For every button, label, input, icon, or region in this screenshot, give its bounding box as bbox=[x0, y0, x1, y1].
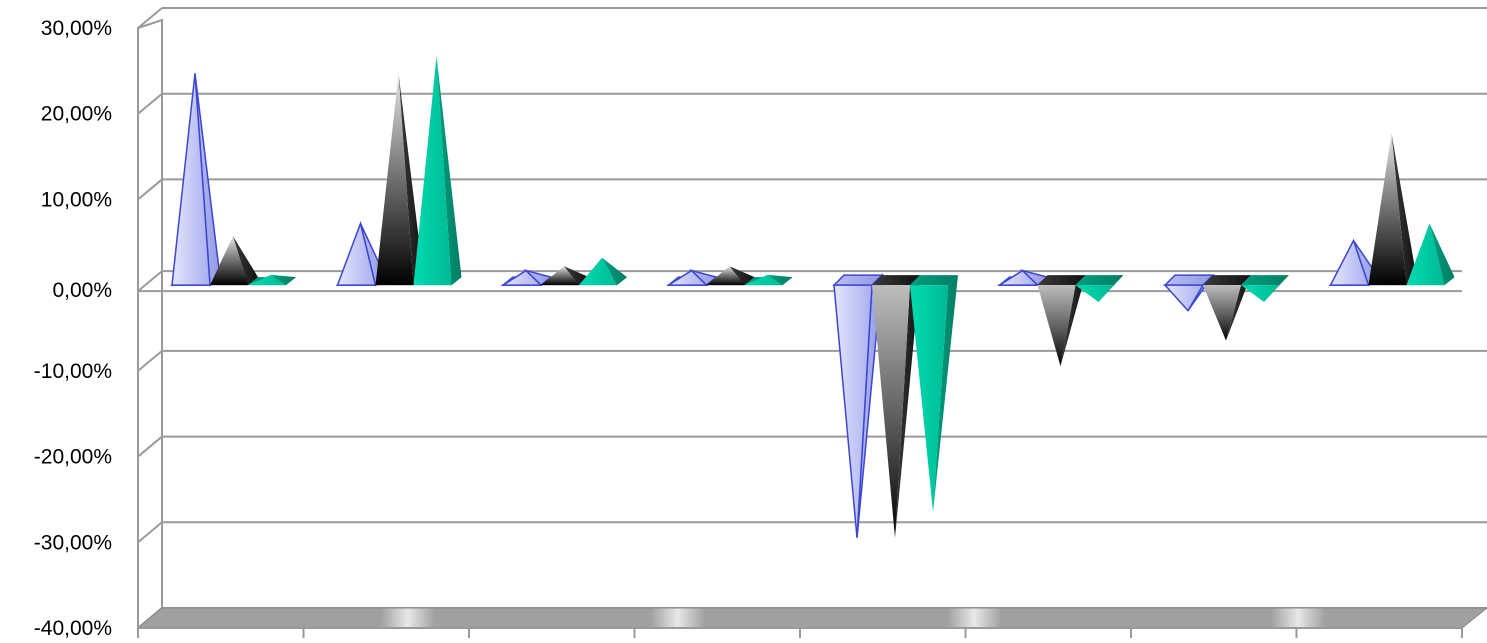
pyramid-s2-c5 bbox=[1075, 275, 1124, 302]
floor-slab bbox=[136, 607, 1487, 629]
pyramid-front bbox=[210, 236, 248, 286]
pyramid-s2-c3 bbox=[744, 274, 793, 286]
pyramid-cap bbox=[1241, 275, 1289, 286]
pyramid-front bbox=[910, 285, 948, 512]
labels-layer: 30,00% 20,00% 10,00% -10,00% -20,00% -30,00% -… bbox=[34, 17, 112, 640]
pyramid-front bbox=[579, 257, 617, 286]
pyramid-s0-c6 bbox=[1163, 274, 1215, 312]
pyramid-s0-c4 bbox=[832, 273, 884, 538]
pyramid-front bbox=[744, 274, 783, 286]
pyramid-front bbox=[1368, 133, 1407, 286]
pyramid-cap bbox=[1075, 275, 1124, 286]
pyramid-front bbox=[336, 220, 377, 286]
pyramid-side bbox=[271, 274, 296, 286]
pyramid-side bbox=[602, 257, 627, 286]
pyramid-s1-c3 bbox=[706, 266, 755, 286]
pyramid-s1-c7 bbox=[1368, 133, 1417, 286]
pyramid-front bbox=[375, 73, 414, 286]
pyramid-s1-c2 bbox=[541, 266, 589, 286]
pyramid-side bbox=[1098, 275, 1124, 302]
pyramid-s0-c0 bbox=[169, 73, 223, 287]
pyramid-front bbox=[872, 285, 910, 538]
pyramid-s1-c4 bbox=[872, 275, 920, 538]
pyramid-front bbox=[1329, 238, 1370, 286]
gridline-depth bbox=[137, 92, 163, 115]
pyramid-front bbox=[833, 284, 873, 538]
y-tick-label: -30,00% bbox=[34, 531, 112, 554]
gridline-depth bbox=[137, 435, 163, 458]
pyramid-front bbox=[541, 266, 579, 286]
pyramid-front bbox=[996, 269, 1040, 286]
pyramid-side bbox=[398, 73, 424, 286]
pyramid-s2-c0 bbox=[248, 274, 296, 286]
pyramid-front bbox=[1163, 284, 1205, 312]
grid-layer bbox=[137, 7, 1487, 631]
pyramid-side bbox=[1226, 275, 1251, 341]
pyramid-side bbox=[1264, 275, 1289, 302]
pyramid-s1-c0 bbox=[210, 236, 258, 286]
pyramid-side bbox=[233, 236, 258, 286]
pyramid-front bbox=[1037, 285, 1076, 367]
gridline-depth bbox=[137, 7, 163, 29]
pyramid-front bbox=[413, 56, 452, 286]
pyramid-front bbox=[171, 73, 211, 286]
pyramid-s2-c4 bbox=[910, 275, 958, 512]
y-tick-label: -20,00% bbox=[34, 446, 112, 469]
pyramid-cap bbox=[910, 275, 958, 286]
pyramid-side bbox=[1429, 223, 1455, 286]
pyramid-cap bbox=[1203, 275, 1251, 286]
pyramid-front bbox=[1075, 285, 1114, 302]
pyramid-front bbox=[248, 274, 286, 286]
pyramid-side bbox=[1391, 133, 1417, 286]
pyramid-s2-c1 bbox=[413, 56, 462, 286]
pyramid-front bbox=[500, 269, 543, 286]
pyramid-cap bbox=[872, 275, 920, 286]
floor-layer bbox=[136, 607, 1487, 638]
gridline-depth bbox=[137, 178, 163, 201]
pyramid-s2-c7 bbox=[1406, 223, 1455, 286]
pyramid-s2-c2 bbox=[579, 257, 627, 286]
pyramid-side bbox=[564, 266, 589, 286]
pyramid-side bbox=[895, 275, 920, 538]
gridline-depth bbox=[137, 521, 163, 544]
pyramid-front bbox=[1241, 285, 1279, 302]
pyramid-side bbox=[767, 274, 793, 286]
y-tick-label: 20,00% bbox=[41, 103, 112, 126]
y-tick-label: 10,00% bbox=[41, 188, 112, 211]
y-tick-label: -10,00% bbox=[34, 360, 112, 383]
bars-layer bbox=[169, 56, 1455, 538]
pyramid-side bbox=[1060, 275, 1086, 367]
pyramid-s2-c6 bbox=[1241, 275, 1289, 302]
y-tick-label: 30,00% bbox=[41, 17, 112, 40]
pyramid-s1-c1 bbox=[375, 73, 424, 286]
gridline-depth bbox=[137, 350, 163, 372]
pyramid-s1-c5 bbox=[1037, 275, 1086, 367]
pyramid-s1-c6 bbox=[1203, 275, 1251, 341]
pyramid-front bbox=[1203, 285, 1241, 341]
pyramid-front bbox=[706, 266, 745, 286]
y-tick-label: 0,00% bbox=[52, 279, 112, 302]
pyramid-cap bbox=[1037, 275, 1086, 286]
pyramid-side bbox=[933, 275, 958, 512]
y-tick-label: -40,00% bbox=[34, 617, 112, 640]
pyramid-side bbox=[729, 266, 755, 286]
pyramid-side bbox=[436, 56, 462, 286]
pyramid-front bbox=[1406, 223, 1445, 286]
zero-depth bbox=[137, 270, 163, 292]
pyramid-front bbox=[665, 269, 709, 286]
